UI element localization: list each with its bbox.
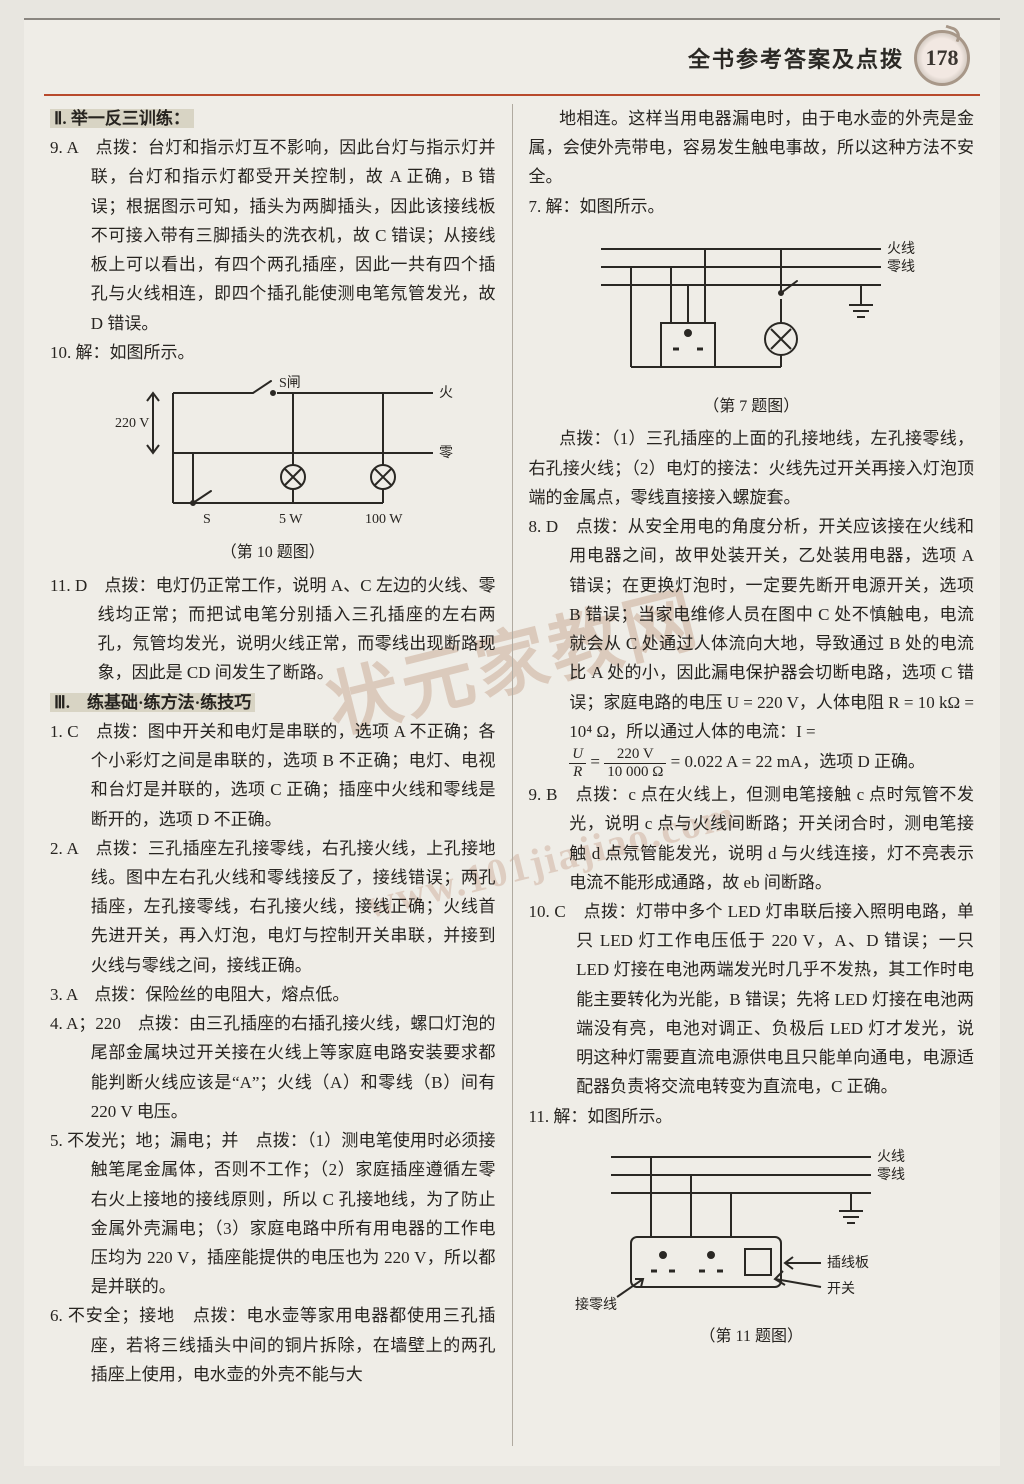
left-column: Ⅱ. 举一反三训练： 9. A 点拨：台灯和指示灯互不影响，因此台灯与指示灯并联… — [50, 104, 496, 1446]
p8-formula: U R = 220 V 10 000 Ω = 0.022 A = 22 mA，选… — [529, 746, 975, 780]
q11r-intro: 11. 解：如图所示。 — [529, 1102, 975, 1131]
fig10-live: 火线 — [439, 385, 453, 401]
fig11-conn-neutral: 接零线 — [575, 1296, 617, 1313]
fig7-neutral: 零线 — [887, 259, 915, 275]
p3-5: 5. 不发光；地；漏电；并 点拨：（1）测电笔使用时必须接触笔尾金属体，否则不工… — [50, 1126, 496, 1301]
header-rule — [44, 94, 980, 96]
frac-UR-den: R — [569, 764, 586, 781]
p10r: 10. C 点拨：灯带中多个 LED 灯串联后接入照明电路，单只 LED 灯工作… — [529, 897, 975, 1102]
column-separator — [512, 104, 513, 1446]
p3-6: 6. 不安全；接地 点拨：电水壶等家用电器都使用三孔插座，若将三线插头中间的铜片… — [50, 1301, 496, 1389]
p8-tail: = 0.022 A = 22 mA，选项 D 正确。 — [671, 752, 925, 771]
page-number-badge: 178 — [914, 30, 970, 86]
sec3-label-text: Ⅲ. 练基础·练方法·练技巧 — [50, 693, 255, 712]
p3-3: 3. A 点拨：保险丝的电阻大，熔点低。 — [50, 980, 496, 1009]
header-title: 全书参考答案及点拨 — [688, 42, 904, 74]
fig10-caption: （第 10 题图） — [50, 539, 496, 567]
page: 全书参考答案及点拨 178 状元家教网 www.101jiajiao.com Ⅱ… — [24, 18, 1000, 1466]
frac-UR-num: U — [569, 746, 586, 764]
p3-4: 4. A；220 点拨：由三孔插座的右插孔接火线，螺口灯泡的尾部金属块过开关接在… — [50, 1009, 496, 1126]
fig11-strip: 插线板 — [827, 1255, 869, 1271]
frac-220-num: 220 V — [604, 746, 666, 764]
fig10-220v: 220 V — [115, 416, 149, 431]
right-column: 地相连。这样当用电器漏电时，由于电水壶的外壳是金属，会使外壳带电，容易发生触电事… — [529, 104, 975, 1446]
fig10-s: S — [203, 512, 211, 527]
figure-10: 220 V S闸 火线 零线 S 5 W 100 W — [93, 373, 453, 533]
fig11-switch: 开关 — [827, 1281, 855, 1297]
fig10-100w: 100 W — [365, 512, 403, 527]
frac-220-den: 10 000 Ω — [604, 764, 666, 781]
p8-eq: = — [590, 752, 604, 771]
figure-11: 火线 零线 插线板 开关 接零线 — [571, 1137, 931, 1317]
q7-tip: 点拨：（1）三孔插座的上面的孔接地线，左孔接零线，右孔接火线；（2）电灯的接法：… — [529, 424, 975, 512]
q11-text: 11. D 点拨：电灯仍正常工作，说明 A、C 左边的火线、零线均正常；而把试电… — [50, 571, 496, 688]
fig11-live: 火线 — [877, 1149, 905, 1165]
fig10-s-open: S闸 — [279, 375, 301, 391]
fig10-neutral: 零线 — [439, 445, 453, 461]
p3-1: 1. C 点拨：图中开关和电灯是串联的，选项 A 不正确；各个小彩灯之间是串联的… — [50, 717, 496, 834]
text-columns: Ⅱ. 举一反三训练： 9. A 点拨：台灯和指示灯互不影响，因此台灯与指示灯并联… — [50, 104, 974, 1446]
section-2-label: Ⅱ. 举一反三训练： — [50, 104, 496, 133]
fig7-caption: （第 7 题图） — [529, 393, 975, 421]
frac-UR: U R — [569, 746, 586, 780]
section-3-label: Ⅲ. 练基础·练方法·练技巧 — [50, 688, 496, 717]
q9-text: 9. A 点拨：台灯和指示灯互不影响，因此台灯与指示灯并联，台灯和指示灯都受开关… — [50, 133, 496, 338]
figure-7: 火线 零线 — [571, 227, 931, 387]
page-header: 全书参考答案及点拨 178 — [688, 30, 970, 86]
p6-cont: 地相连。这样当用电器漏电时，由于电水壶的外壳是金属，会使外壳带电，容易发生触电事… — [529, 104, 975, 192]
sec2-label-text: Ⅱ. 举一反三训练： — [50, 109, 194, 128]
q10-intro: 10. 解：如图所示。 — [50, 338, 496, 367]
p8-a: 8. D 点拨：从安全用电的角度分析，开关应该接在火线和用电器之间，故甲处装开关… — [529, 512, 975, 746]
q7-intro: 7. 解：如图所示。 — [529, 192, 975, 221]
fig10-5w: 5 W — [279, 512, 303, 527]
fig11-neutral: 零线 — [877, 1167, 905, 1183]
fig7-live: 火线 — [887, 241, 915, 257]
frac-220: 220 V 10 000 Ω — [604, 746, 666, 780]
p3-2: 2. A 点拨：三孔插座左孔接零线，右孔接火线，上孔接地线。图中左右孔火线和零线… — [50, 834, 496, 980]
fig11-caption: （第 11 题图） — [529, 1323, 975, 1351]
p9r: 9. B 点拨：c 点在火线上，但测电笔接触 c 点时氖管不发光，说明 c 点与… — [529, 780, 975, 897]
